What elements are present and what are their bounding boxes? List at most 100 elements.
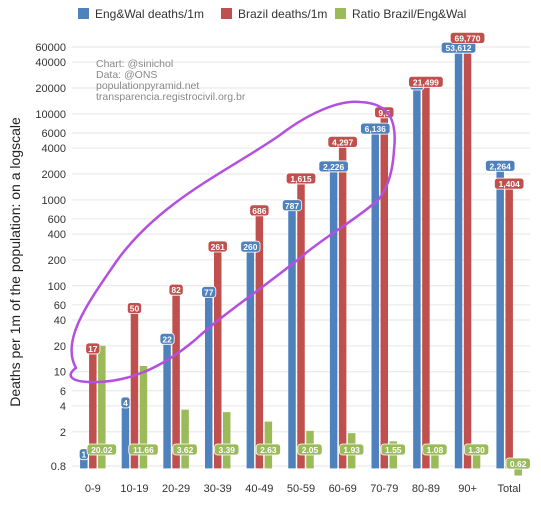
y-tick-label: 60000 [35,42,66,54]
data-label-badge [207,240,228,253]
data-label: 686 [252,206,266,216]
data-label-badge [172,443,198,456]
bar-brazil [89,351,97,469]
y-tick-label: 1000 [42,195,66,207]
bar-ratio [181,409,189,469]
data-label: 1,615 [290,174,312,184]
y-tick-label: 100 [48,281,66,293]
y-tick-label: 10000 [35,109,66,121]
data-label-badge [327,136,358,148]
data-labels: 1 17 20.02 4 50 11.66 22 82 3.62 77 261 3.39 260 686 2… [78,31,531,470]
data-label: 53,612 [446,43,472,53]
bar-brazil [130,311,139,469]
legend-entry: Ratio Brazil/Eng&Wal [352,7,466,21]
data-label-badge [128,443,159,456]
credit-line: Data: @ONS [96,69,157,81]
data-label-badge [168,283,184,296]
bar-eng-wal [454,51,463,469]
data-label: 1.30 [468,445,485,455]
legend-swatch [335,8,346,19]
x-tick-label: 40-49 [245,483,273,495]
data-label-badge [380,443,406,456]
data-label: 22 [162,334,172,344]
data-label-badge [408,75,444,88]
bar-eng-wal [163,342,171,469]
data-label-badge [422,443,448,456]
data-label-badge [120,396,131,409]
bar-eng-wal [371,132,380,469]
y-tick-label: 2 [60,427,66,439]
data-label: 77 [204,288,214,298]
data-label: 260 [243,242,257,252]
x-tick-label: 20-29 [162,483,190,495]
bar-brazil [255,213,264,469]
bar-brazil [463,41,472,469]
data-label: 1.08 [427,445,444,455]
y-tick-label: 0.8 [51,461,66,473]
bar-ratio [222,412,231,469]
data-label: 50 [130,304,140,314]
legend-swatch [78,8,89,19]
data-label: 17 [88,344,98,354]
data-label: 4 [123,398,128,408]
data-label: 4,297 [332,137,354,147]
y-axis-label: Deaths per 1m of the population: on a lo… [7,117,23,407]
bar-eng-wal [204,295,213,469]
bar-eng-wal [246,250,255,469]
bar-brazil [213,249,222,469]
y-tick-label: 200 [48,255,66,267]
bar-brazil [380,115,389,469]
legend: Eng&Wal deaths/1m Brazil deaths/1m Ratio B… [78,7,466,21]
bar-ratio [431,454,439,469]
data-label: 0.62 [510,459,527,469]
y-axis: 0.8 2 4 6 10 20 40 60 100 200 400 600 1000 2000 4000 60… [35,42,66,473]
bar-ratio [514,468,522,476]
y-tick-label: 600 [48,214,66,226]
y-tick-label: 2000 [42,169,66,181]
data-label-badge [281,199,303,212]
credit-line: Chart: @sinichol [96,58,173,70]
data-label: 3.39 [218,445,235,455]
x-tick-label: 50-59 [287,483,315,495]
legend-entry: Eng&Wal deaths/1m [95,7,204,21]
data-label-badge [463,443,490,456]
data-label-badge [85,342,101,355]
x-tick-label: 0-9 [85,483,101,495]
bar-eng-wal [121,405,130,469]
data-label-badge [86,443,117,456]
data-label-badge [159,332,175,345]
y-tick-label: 20000 [35,83,66,95]
bar-brazil [172,293,180,469]
data-label: 1 [81,450,86,460]
data-label: 1.55 [385,445,402,455]
y-tick-label: 40 [54,315,66,327]
data-label: 6,136 [365,124,387,134]
x-tick-label: 10-19 [120,483,148,495]
x-tick-label: Total [498,483,521,495]
data-label-badge [214,443,240,456]
data-label-badge [339,443,365,456]
data-label: 2,226 [323,162,345,172]
x-tick-label: 90+ [458,483,477,495]
data-label: 9,5 [378,108,390,118]
data-label-badge [297,443,323,456]
data-label: 1,404 [499,179,521,189]
data-label-badge [285,172,317,185]
bar-eng-wal [288,208,296,469]
data-label-badge [494,177,525,190]
data-label-badge [449,31,486,44]
data-label: 1.93 [343,445,360,455]
data-label-badge [485,159,516,172]
data-label: 2.63 [260,445,277,455]
bar-eng-wal [413,88,421,469]
data-label: 69,770 [455,33,481,43]
bar-brazil [422,85,430,469]
legend-entry: Brazil deaths/1m [238,7,327,21]
data-label-badge [201,286,217,298]
data-label-badge [505,457,531,470]
x-tick-label: 70-79 [370,483,398,495]
x-tick-label: 30-39 [204,483,232,495]
data-label-badge [255,443,281,456]
